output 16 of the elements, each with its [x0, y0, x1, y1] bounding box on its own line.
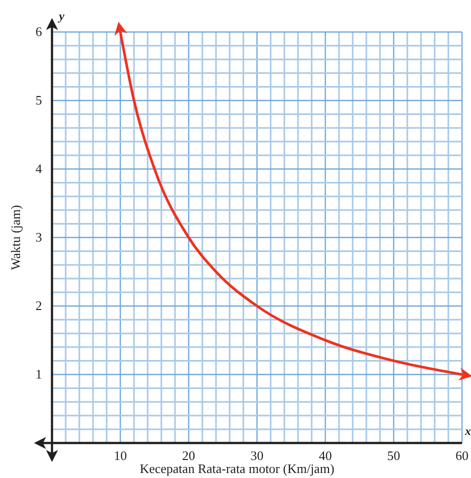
x-axis-title: Kecepatan Rata-rata motor (Km/jam): [140, 461, 334, 476]
x-tick-label: 40: [318, 448, 332, 463]
y-tick-label: 2: [36, 298, 42, 313]
y-tick-label: 3: [36, 230, 42, 244]
y-tick-label: 1: [36, 366, 42, 382]
y-tick-label: 5: [36, 92, 42, 108]
y-axis-title: Waktu (jam): [8, 204, 23, 270]
text: x: [464, 424, 471, 438]
x-tick-label: 50: [387, 448, 400, 463]
x-tick-label: 10: [114, 448, 127, 463]
x-tick-label: 60: [456, 448, 468, 463]
x-tick-label: 30: [250, 448, 264, 463]
y-tick-label: 6: [36, 24, 42, 39]
x-tick-label: 20: [182, 448, 196, 463]
text: y: [57, 9, 65, 23]
y-tick-label: 4: [36, 161, 42, 176]
